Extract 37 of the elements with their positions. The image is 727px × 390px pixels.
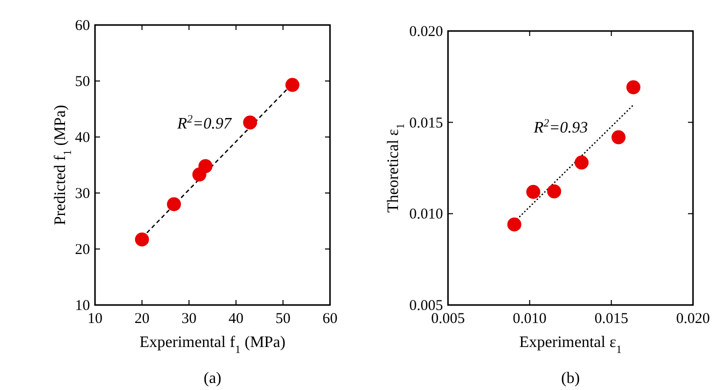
text: (b) — [561, 370, 580, 387]
point — [243, 115, 258, 130]
point — [574, 156, 589, 170]
y-tick-label: 40 — [75, 130, 90, 146]
y-tick-label: 10 — [75, 298, 90, 314]
x-axis-title: Experimental ε$_{1}$ — [519, 334, 622, 356]
y-tick-label: 0.005 — [409, 298, 443, 314]
annotation: R$^{2}$=0.97 — [176, 114, 232, 133]
point — [166, 197, 181, 212]
y-tick-label: 0.015 — [409, 115, 443, 132]
x-tick-label: 0.005 — [431, 311, 465, 327]
point — [626, 80, 640, 94]
x-tick-label: 0.015 — [594, 311, 628, 327]
point — [547, 184, 562, 198]
point — [198, 159, 212, 174]
x-tick-label: 0.010 — [512, 311, 547, 327]
y-tick-label: 0.020 — [409, 24, 443, 40]
y-tick-label: 60 — [75, 18, 90, 34]
point — [612, 130, 626, 144]
x-tick-label: 40 — [228, 311, 244, 327]
point — [135, 232, 149, 246]
x-tick-label: 20 — [134, 311, 150, 327]
x-tick-label: 10 — [88, 311, 102, 327]
annotation: R$^{2}$=0.93 — [532, 117, 588, 136]
point — [507, 217, 522, 232]
x-tick-label: 50 — [276, 311, 290, 327]
y-tick-label: 30 — [75, 186, 90, 202]
point — [285, 78, 300, 92]
text: (a) — [204, 370, 222, 387]
y-tick-label: 0.010 — [409, 206, 443, 223]
y-tick-label: 50 — [75, 74, 90, 90]
x-tick-label: 30 — [182, 311, 196, 327]
x-tick-label: 60 — [322, 311, 338, 327]
x-axis-title: Experimental f$_{1}$ (MPa) — [140, 334, 286, 356]
point — [526, 184, 540, 199]
x-tick-label: 0.020 — [676, 311, 710, 327]
y-tick-label: 20 — [75, 242, 90, 258]
